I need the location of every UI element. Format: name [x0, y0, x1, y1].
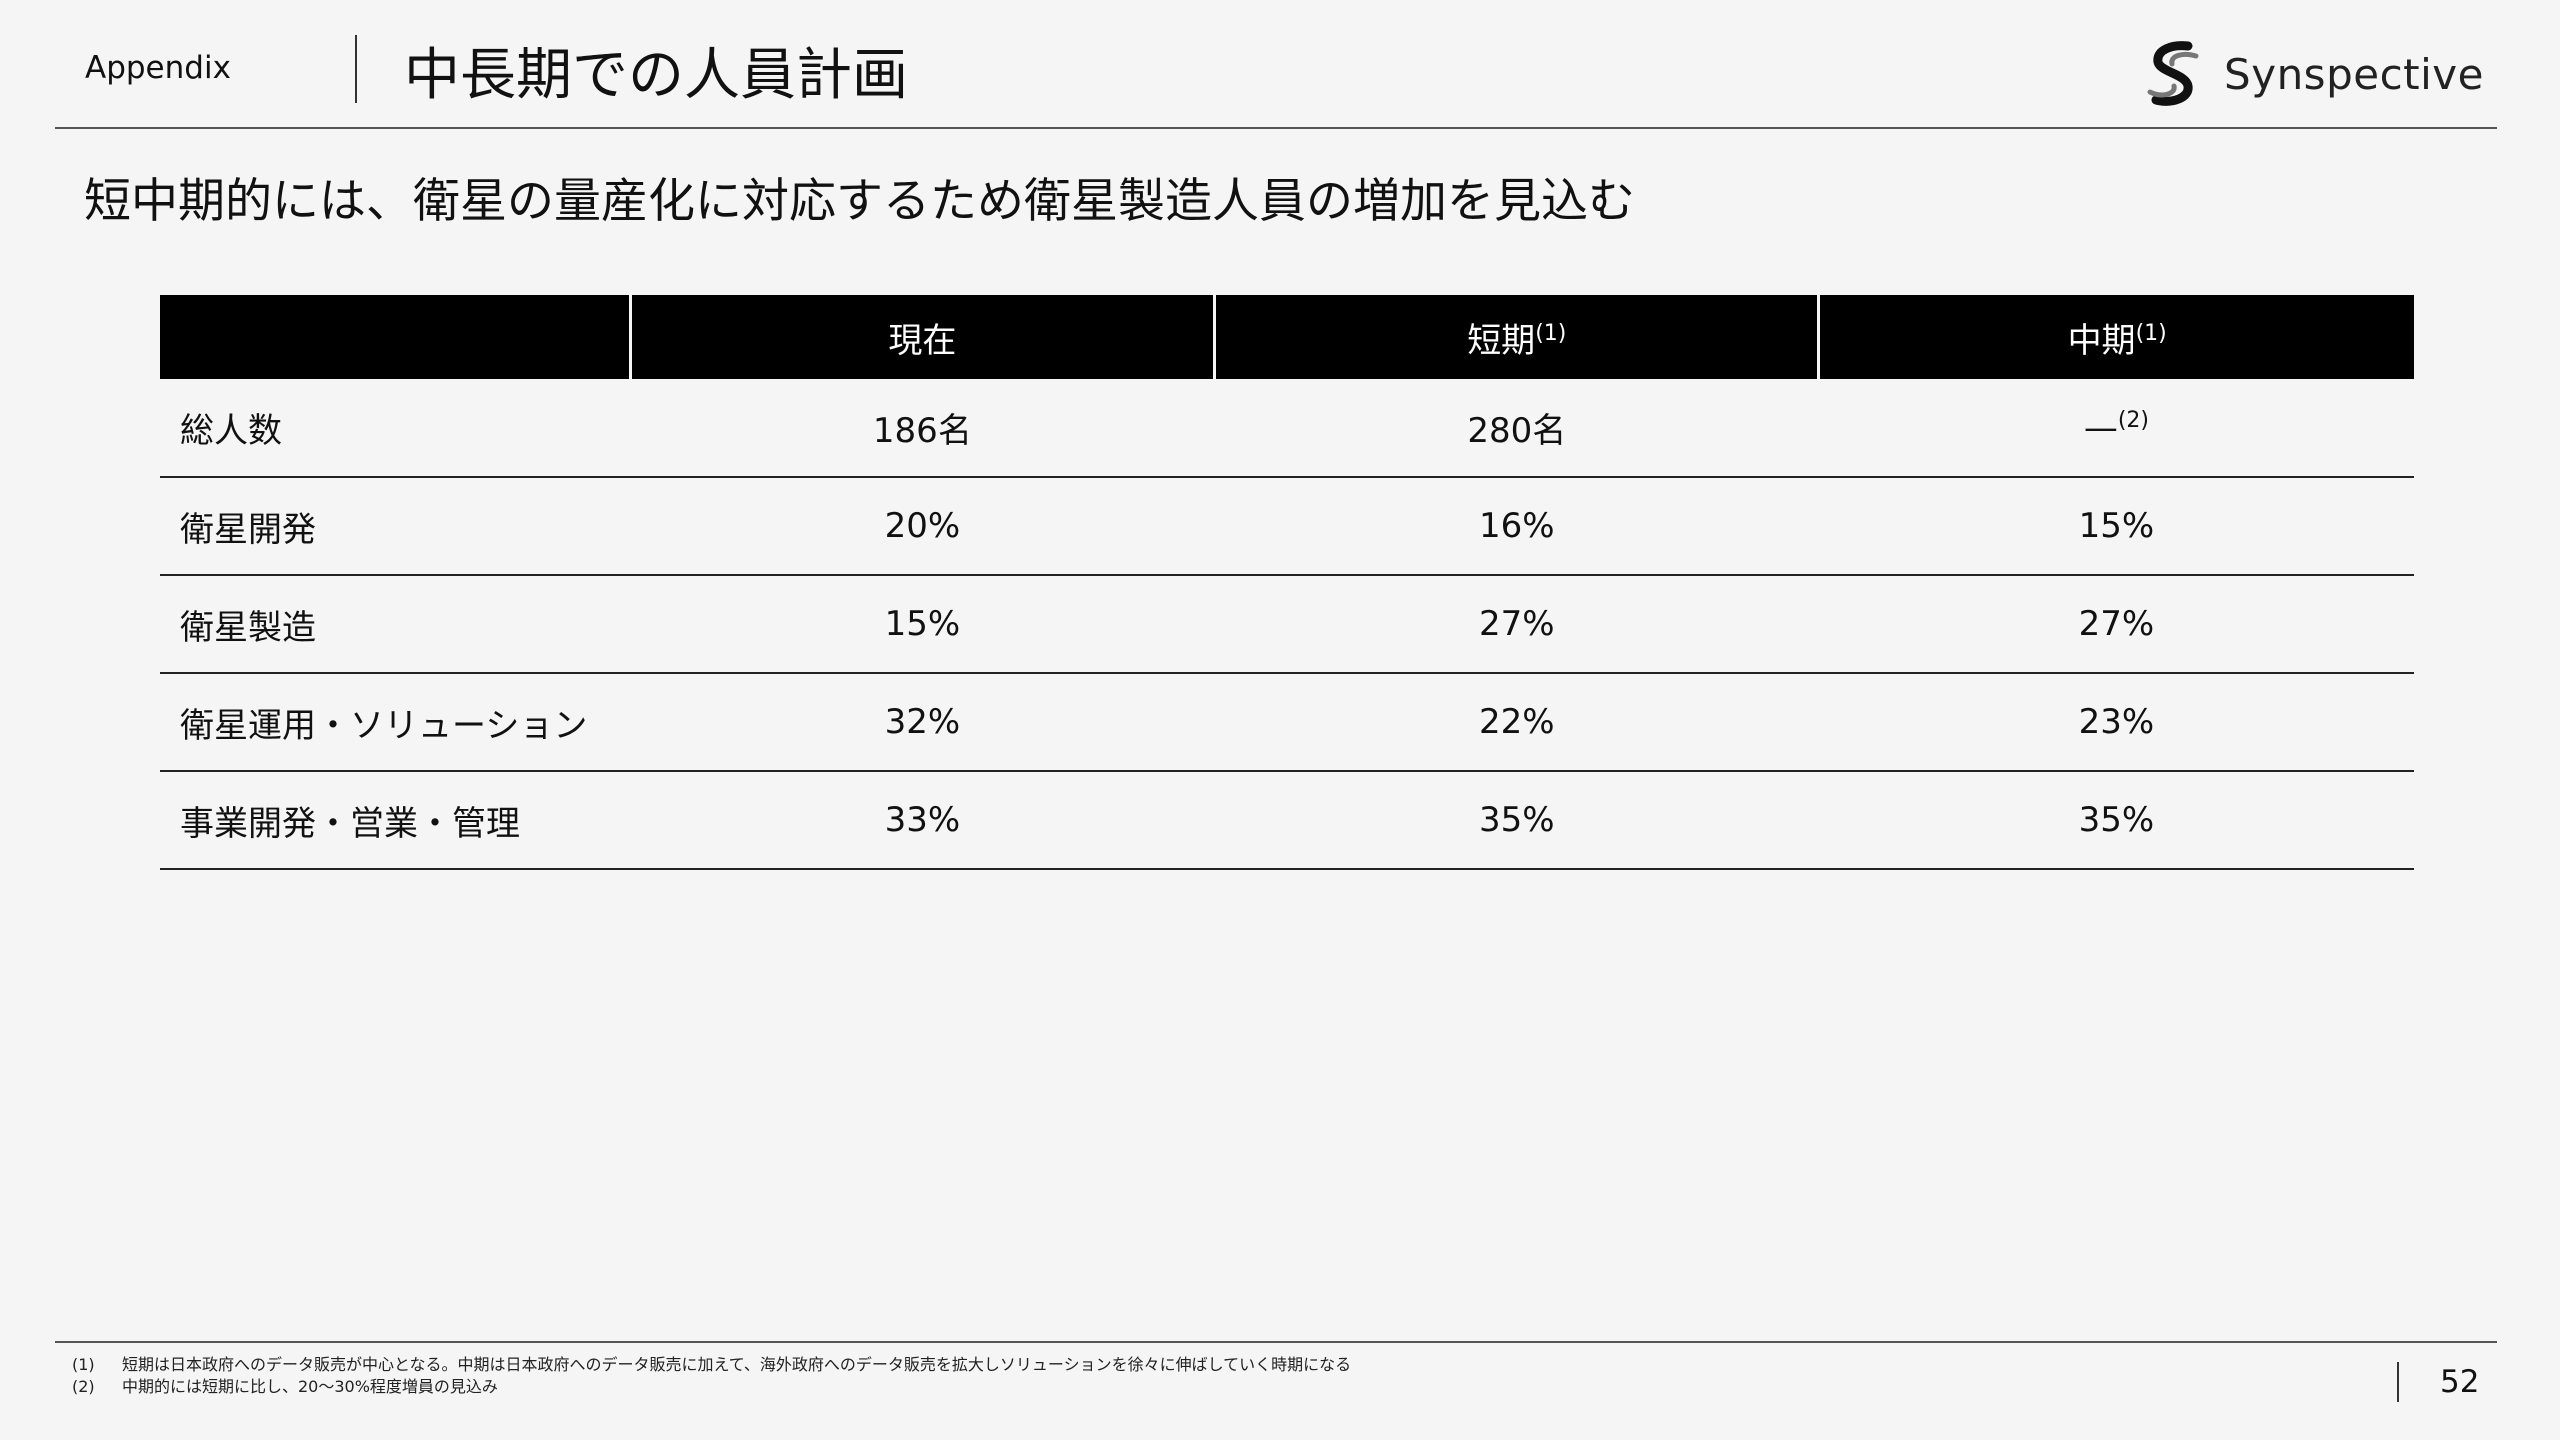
cell-value: 22%	[1214, 673, 1819, 772]
cell-value: 280名	[1214, 379, 1819, 478]
staffing-plan-table: 現在 短期(1) 中期(1) 総人数 186名 280名 —(2) 衛星開発 2…	[160, 295, 2414, 870]
row-label: 衛星製造	[160, 575, 630, 674]
footnote-ref: (1)	[1535, 320, 1567, 346]
footnotes: (1) 短期は日本政府へのデータ販売が中心となる。中期は日本政府へのデータ販売に…	[72, 1354, 1351, 1398]
footnote-ref: (1)	[2135, 320, 2167, 346]
synspective-s-logo-icon	[2147, 41, 2199, 106]
cell-value: 32%	[630, 673, 1215, 772]
table-row: 衛星運用・ソリューション 32% 22% 23%	[160, 673, 2414, 772]
cell-value: 27%	[1214, 575, 1819, 674]
cell-value: 35%	[1818, 771, 2414, 870]
page-number-divider	[2397, 1362, 2399, 1402]
cell-value: —(2)	[1818, 379, 2414, 478]
cell-value: 15%	[630, 575, 1215, 674]
cell-value: 27%	[1818, 575, 2414, 674]
cell-value: 15%	[1818, 477, 2414, 576]
cell-value: 16%	[1214, 477, 1819, 576]
table-row: 衛星開発 20% 16% 15%	[160, 477, 2414, 576]
footnote-item: (1) 短期は日本政府へのデータ販売が中心となる。中期は日本政府へのデータ販売に…	[72, 1355, 1352, 1374]
footnote-item: (2) 中期的には短期に比し、20～30%程度増員の見込み	[72, 1377, 498, 1396]
cell-value: 35%	[1214, 771, 1819, 870]
header-cell-current: 現在	[628, 295, 1215, 379]
row-label: 事業開発・営業・管理	[160, 771, 630, 870]
row-label: 衛星運用・ソリューション	[160, 673, 630, 772]
table-row: 総人数 186名 280名 —(2)	[160, 379, 2414, 478]
row-label: 総人数	[160, 379, 630, 478]
header-cell-short-term: 短期(1)	[1213, 295, 1819, 379]
header-cell-empty	[160, 295, 630, 379]
footer-rule	[55, 1341, 2497, 1343]
page-number: 52	[2440, 1364, 2480, 1400]
footnote-ref: (2)	[2117, 407, 2149, 433]
logo-text: Synspective	[2224, 49, 2484, 99]
slide-subtitle: 短中期的には、衛星の量産化に対応するため衛星製造人員の増加を見込む	[84, 174, 1635, 229]
cell-value: 186名	[630, 379, 1215, 478]
cell-value: 23%	[1818, 673, 2414, 772]
table-row: 事業開発・営業・管理 33% 35% 35%	[160, 771, 2414, 870]
header-cell-mid-term: 中期(1)	[1817, 295, 2414, 379]
section-label: Appendix	[85, 50, 231, 86]
table-row: 衛星製造 15% 27% 27%	[160, 575, 2414, 674]
table-header-row: 現在 短期(1) 中期(1)	[160, 295, 2414, 379]
row-label: 衛星開発	[160, 477, 630, 576]
header-divider	[355, 35, 357, 103]
cell-value: 20%	[630, 477, 1215, 576]
cell-value: 33%	[630, 771, 1215, 870]
header-rule	[55, 127, 2497, 129]
company-logo: Synspective	[2142, 40, 2484, 108]
page-title: 中長期での人員計画	[404, 43, 908, 108]
